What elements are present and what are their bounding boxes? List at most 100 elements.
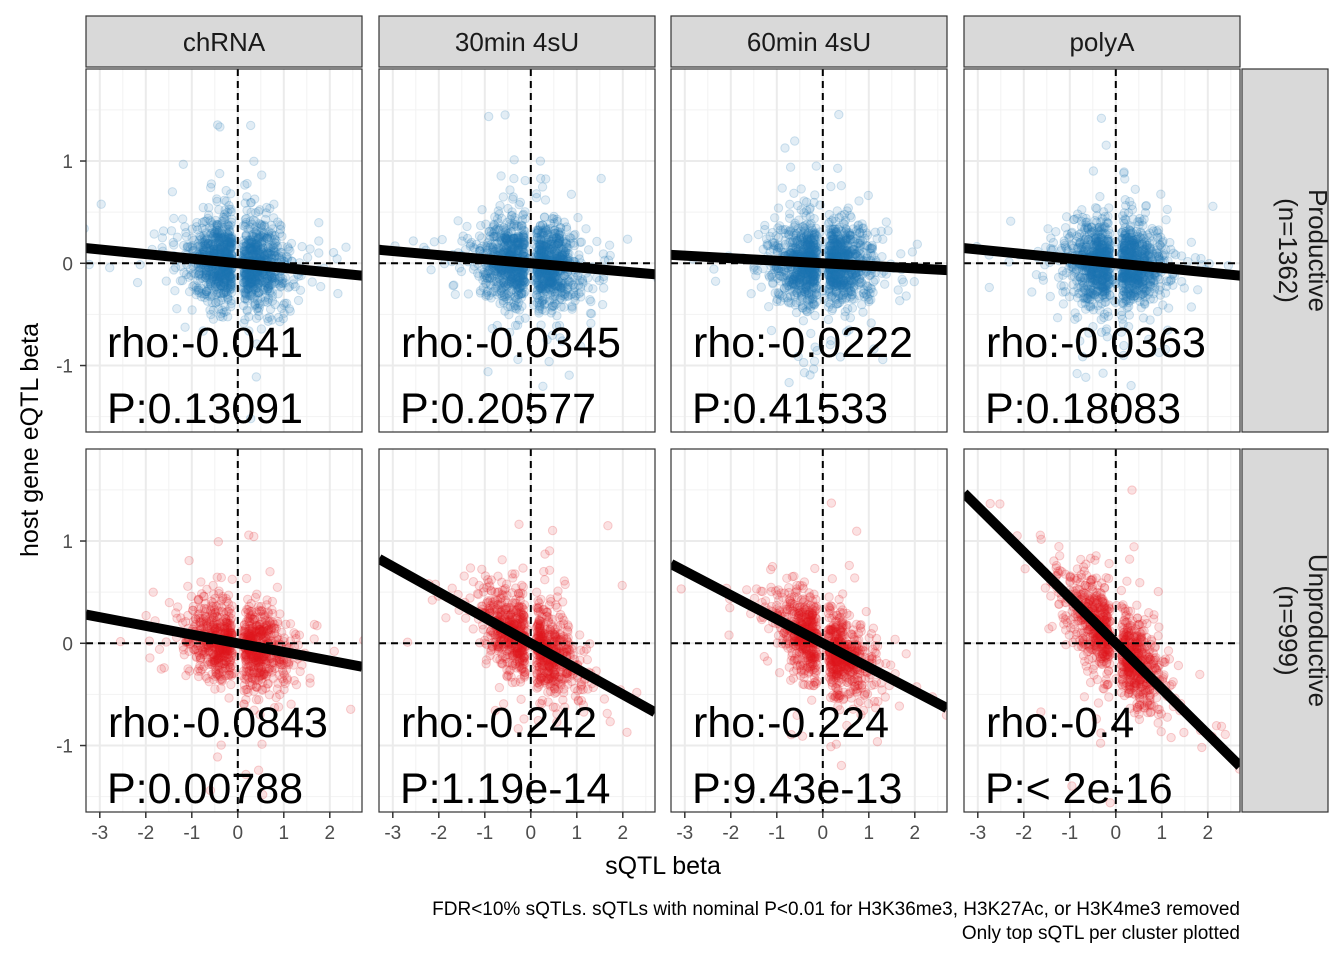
scatter-point [534,244,544,255]
scatter-point [201,243,212,253]
scatter-point [513,268,523,279]
scatter-point [216,271,226,281]
scatter-point [805,274,815,285]
scatter-point [485,235,495,245]
scatter-point [831,249,841,260]
scatter-point [865,248,876,258]
scatter-point [212,232,223,242]
scatter-point [832,271,842,281]
scatter-point [558,249,568,260]
scatter-point [592,272,602,283]
scatter-point [856,270,866,280]
scatter-point [556,302,566,312]
scatter-point [789,237,800,248]
scatter-point [866,243,876,254]
scatter-point [576,287,586,297]
scatter-point [801,237,811,247]
scatter-point [205,305,215,315]
scatter-point [536,249,546,259]
scatter-point [533,235,544,246]
scatter-point [830,269,840,279]
scatter-point [243,284,253,294]
scatter-point [812,239,822,249]
scatter-point [832,226,842,237]
scatter-point [219,238,229,248]
scatter-point [539,274,549,284]
scatter-point [224,267,235,278]
scatter-point [554,295,564,305]
scatter-point [837,279,848,290]
scatter-point [798,244,809,255]
scatter-point [478,282,489,293]
scatter-point [803,267,813,278]
scatter-point [532,242,542,253]
scatter-point [505,185,515,195]
scatter-point [265,203,275,214]
scatter-point [853,238,863,249]
scatter-point [500,227,510,238]
scatter-point [251,232,261,243]
scatter-point [497,283,507,294]
scatter-point [263,271,274,282]
scatter-point [517,274,528,284]
scatter-point [267,291,278,301]
scatter-point [851,272,862,282]
scatter-point [197,273,208,283]
scatter-point [479,267,489,277]
scatter-point [194,287,204,298]
scatter-point [839,278,849,288]
scatter-point [271,278,281,289]
scatter-point [248,279,259,289]
scatter-point [207,291,217,301]
scatter-point [281,251,292,262]
scatter-point [805,235,815,245]
scatter-point [247,237,257,248]
scatter-point [213,230,223,240]
scatter-point [810,271,821,282]
scatter-point [262,285,272,296]
scatter-point [213,270,224,281]
scatter-point [808,364,819,374]
scatter-point [1051,227,1061,237]
scatter-point [498,298,509,308]
panel-background [671,69,947,432]
scatter-point [250,216,260,226]
scatter-point [839,280,849,290]
scatter-point [274,276,284,286]
scatter-point [860,233,870,244]
scatter-point [546,282,557,292]
scatter-point [487,269,497,280]
scatter-point [253,303,263,313]
scatter-point [566,189,577,200]
scatter-point [516,268,526,278]
scatter-point [586,309,597,319]
scatter-point [802,234,812,245]
scatter-point [209,244,219,255]
scatter-point [583,273,593,283]
scatter-point [559,250,570,260]
scatter-point [257,275,267,286]
scatter-point [824,245,834,256]
scatter-point [219,287,230,297]
scatter-point [517,221,527,231]
scatter-point [832,246,842,257]
scatter-point [845,273,855,283]
scatter-point [812,283,822,294]
scatter-point [775,296,786,306]
scatter-point [258,243,268,254]
scatter-point [792,236,802,246]
scatter-point [789,222,799,232]
scatter-point [576,292,586,302]
scatter-point [752,265,763,276]
scatter-point [538,284,548,294]
scatter-point [520,277,530,287]
scatter-point [825,299,836,309]
scatter-point [547,282,557,293]
scatter-point [863,282,873,292]
scatter-point [536,270,547,280]
scatter-point [518,270,529,280]
scatter-point [851,249,861,260]
scatter-point [208,231,219,242]
